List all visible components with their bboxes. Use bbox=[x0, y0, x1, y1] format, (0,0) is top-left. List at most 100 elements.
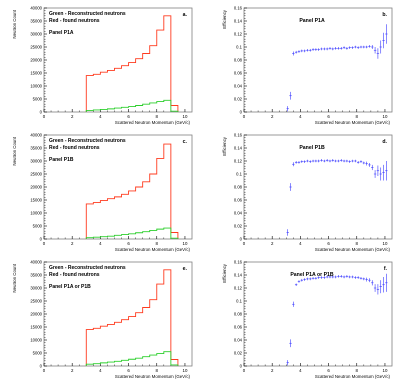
y-tick-label: 35000 bbox=[30, 273, 42, 278]
y-tick-label: 25000 bbox=[30, 172, 42, 177]
y-tick-label: 35000 bbox=[30, 146, 42, 151]
y-tick-label: 0.08 bbox=[234, 58, 243, 63]
y-tick-label: 40000 bbox=[30, 6, 42, 11]
x-tick-label: 8 bbox=[356, 368, 359, 373]
x-tick-label: 2 bbox=[71, 368, 74, 373]
y-tick-label: 0.14 bbox=[234, 273, 243, 278]
y-tick-label: 0.06 bbox=[234, 198, 243, 203]
y-tick-label: 0.12 bbox=[234, 159, 243, 164]
x-tick-label: 4 bbox=[299, 368, 302, 373]
x-tick-label: 6 bbox=[127, 241, 130, 246]
panel-letter: f. bbox=[384, 266, 388, 272]
chart-panel-a: 0 5000 10000 15000 20000 25000 30000 35000 40000… bbox=[12, 6, 193, 125]
x-tick-label: 8 bbox=[356, 114, 359, 119]
y-tick-label: 0.16 bbox=[234, 133, 243, 138]
x-axis-label: Scattered Neutron Momentum (GeV/c) bbox=[315, 374, 391, 379]
panel-label: Panel P1A or P1B bbox=[49, 284, 91, 290]
x-axis-label: Scattered Neutron Momentum (GeV/c) bbox=[115, 247, 191, 252]
y-tick-label: 0.1 bbox=[236, 45, 242, 50]
legend-entry: Green - Reconstructed neutrons bbox=[49, 11, 126, 17]
y-tick-label: 5000 bbox=[33, 224, 43, 229]
y-tick-label: 0.16 bbox=[234, 260, 243, 265]
panel-label: Panel P1A bbox=[299, 18, 325, 24]
legend-entry: Red - found neutrons bbox=[49, 18, 100, 24]
y-tick-label: 0 bbox=[40, 237, 43, 242]
x-tick-label: 4 bbox=[99, 368, 102, 373]
x-tick-label: 2 bbox=[271, 241, 274, 246]
y-tick-label: 5000 bbox=[33, 351, 43, 356]
y-tick-label: 0.06 bbox=[234, 325, 243, 330]
chart-panel-c: 0 5000 10000 15000 20000 25000 30000 35000 40000… bbox=[12, 133, 193, 252]
x-tick-label: 6 bbox=[327, 114, 330, 119]
y-tick-label: 0 bbox=[240, 110, 243, 115]
y-tick-label: 0 bbox=[240, 237, 243, 242]
y-tick-label: 0.12 bbox=[234, 32, 243, 37]
x-tick-label: 10 bbox=[383, 368, 388, 373]
histogram-series-found bbox=[85, 15, 179, 112]
x-tick-label: 10 bbox=[183, 114, 188, 119]
y-tick-label: 30000 bbox=[30, 286, 42, 291]
panel-label: Panel P1A bbox=[49, 30, 74, 36]
plot-frame bbox=[243, 7, 393, 113]
x-tick-label: 0 bbox=[243, 368, 246, 373]
panel-letter: b. bbox=[382, 12, 387, 18]
y-tick-label: 0.1 bbox=[236, 172, 242, 177]
y-tick-label: 20000 bbox=[30, 58, 42, 63]
y-axis-label: Efficiency bbox=[222, 136, 227, 156]
x-tick-label: 0 bbox=[43, 368, 46, 373]
y-tick-label: 20000 bbox=[30, 185, 42, 190]
chart-panel-f: 0 0.02 0.04 0.06 0.08 0.1 0.12 0.14 0.16 0 2 4 6 8 10S… bbox=[222, 260, 393, 379]
y-axis-label: Neutron Count bbox=[12, 263, 17, 292]
x-tick-label: 10 bbox=[383, 241, 388, 246]
y-tick-label: 0.16 bbox=[234, 6, 243, 11]
y-tick-label: 25000 bbox=[30, 45, 42, 50]
y-tick-label: 0.14 bbox=[234, 19, 243, 24]
y-tick-label: 0.02 bbox=[234, 351, 243, 356]
x-tick-label: 8 bbox=[356, 241, 359, 246]
histogram-series-found bbox=[85, 269, 179, 366]
x-tick-label: 8 bbox=[156, 368, 159, 373]
y-tick-label: 40000 bbox=[30, 133, 42, 138]
y-axis-label: Efficiency bbox=[222, 263, 227, 283]
y-tick-label: 0.04 bbox=[234, 338, 243, 343]
y-tick-label: 15000 bbox=[30, 198, 42, 203]
y-tick-label: 0.04 bbox=[234, 84, 243, 89]
x-axis-label: Scattered Neutron Momentum (GeV/c) bbox=[315, 120, 391, 125]
x-tick-label: 0 bbox=[43, 241, 46, 246]
panel-label: Panel P1A or P1B bbox=[290, 272, 334, 278]
legend-entry: Green - Reconstructed neutrons bbox=[49, 138, 126, 144]
y-tick-label: 30000 bbox=[30, 159, 42, 164]
y-tick-label: 10000 bbox=[30, 84, 42, 89]
plot-frame bbox=[43, 7, 193, 113]
x-tick-label: 8 bbox=[156, 241, 159, 246]
chart-panel-b: 0 0.02 0.04 0.06 0.08 0.1 0.12 0.14 0.16 0 2 4 6 8 10S… bbox=[222, 6, 393, 125]
y-tick-label: 25000 bbox=[30, 299, 42, 304]
panel-label: Panel P1B bbox=[299, 145, 325, 151]
x-tick-label: 10 bbox=[183, 241, 188, 246]
y-tick-label: 0 bbox=[40, 364, 43, 369]
x-tick-label: 0 bbox=[243, 114, 246, 119]
x-tick-label: 2 bbox=[71, 241, 74, 246]
y-tick-label: 0.14 bbox=[234, 146, 243, 151]
x-tick-label: 10 bbox=[183, 368, 188, 373]
legend-entry: Red - found neutrons bbox=[49, 272, 100, 278]
panel-letter: e. bbox=[183, 266, 188, 272]
y-tick-label: 20000 bbox=[30, 312, 42, 317]
x-tick-label: 10 bbox=[383, 114, 388, 119]
x-tick-label: 2 bbox=[71, 114, 74, 119]
y-tick-label: 0.02 bbox=[234, 224, 243, 229]
y-tick-label: 0.12 bbox=[234, 286, 243, 291]
y-tick-label: 15000 bbox=[30, 71, 42, 76]
x-tick-label: 6 bbox=[327, 241, 330, 246]
x-axis-label: Scattered Neutron Momentum (GeV/c) bbox=[115, 120, 191, 125]
x-axis-label: Scattered Neutron Momentum (GeV/c) bbox=[315, 247, 391, 252]
histogram-series-reconstructed bbox=[85, 227, 179, 239]
y-axis-label: Neutron Count bbox=[12, 136, 17, 165]
x-tick-label: 4 bbox=[99, 114, 102, 119]
y-tick-label: 0.08 bbox=[234, 312, 243, 317]
y-tick-label: 30000 bbox=[30, 32, 42, 37]
legend-entry: Red - found neutrons bbox=[49, 145, 100, 151]
x-tick-label: 4 bbox=[99, 241, 102, 246]
panel-label: Panel P1B bbox=[49, 157, 74, 163]
